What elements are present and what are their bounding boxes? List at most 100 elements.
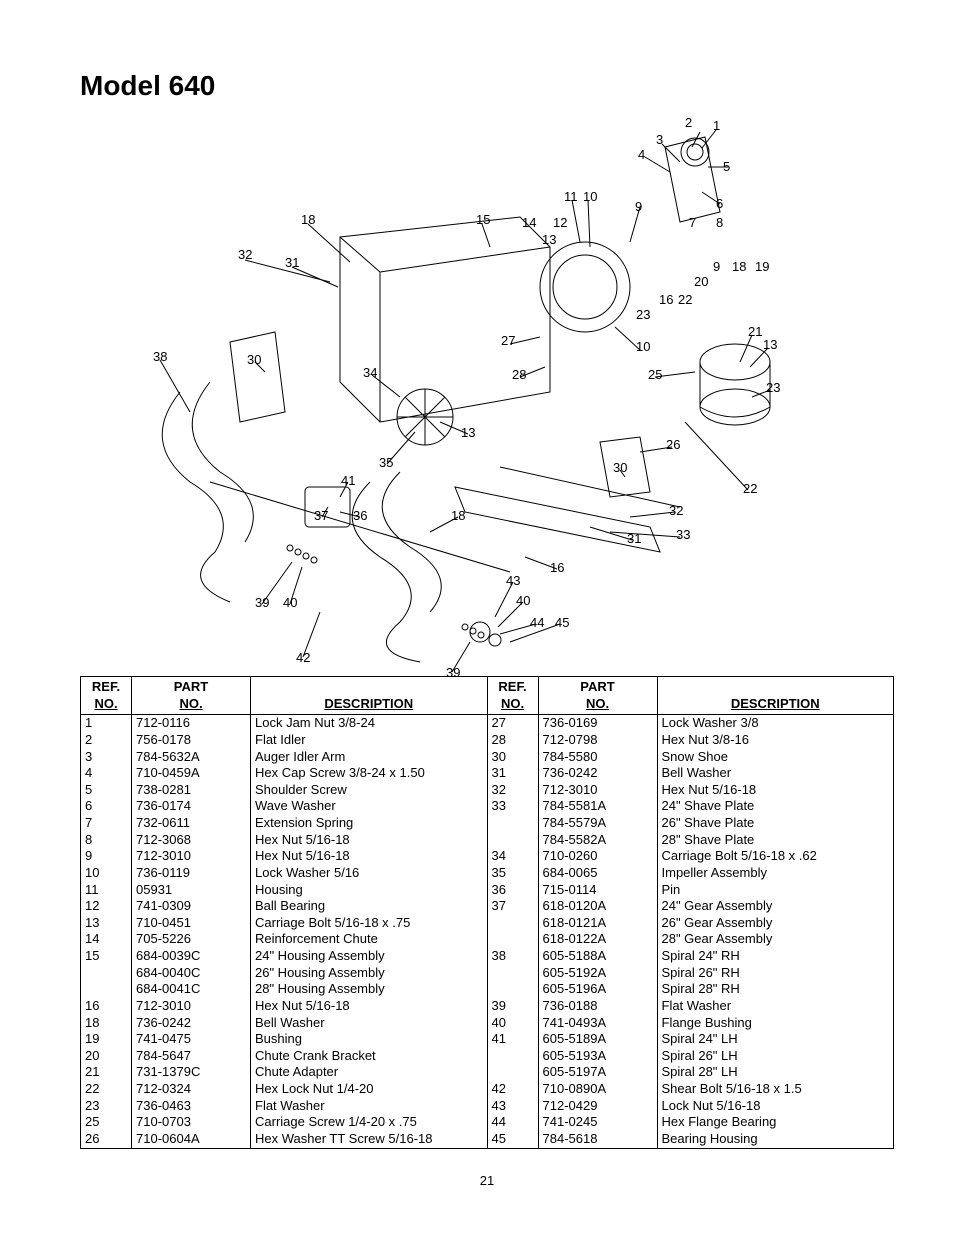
table-row: 2756-0178Flat Idler: [81, 732, 487, 749]
callout-number: 10: [636, 339, 650, 354]
cell-desc: Wave Washer: [251, 798, 487, 815]
table-row: 684-0041C28" Housing Assembly: [81, 981, 487, 998]
table-row: 41605-5189ASpiral 24" LH: [488, 1031, 894, 1048]
cell-ref: [81, 965, 132, 982]
table-row: 28712-0798Hex Nut 3/8-16: [488, 732, 894, 749]
cell-ref: 14: [81, 931, 132, 948]
callout-number: 40: [283, 595, 297, 610]
callout-number: 31: [627, 531, 641, 546]
cell-ref: [488, 981, 539, 998]
cell-ref: 3: [81, 749, 132, 766]
parts-table-left: REF. NO. PART NO. DESCRIPTION 1712-0116L…: [81, 677, 487, 1148]
table-row: 36715-0114Pin: [488, 882, 894, 899]
cell-part: 710-0459A: [132, 765, 251, 782]
callout-number: 45: [555, 615, 569, 630]
cell-desc: Spiral 26" LH: [657, 1048, 893, 1065]
cell-desc: Snow Shoe: [657, 749, 893, 766]
cell-ref: 16: [81, 998, 132, 1015]
cell-ref: 33: [488, 798, 539, 815]
cell-part: 684-0065: [538, 865, 657, 882]
cell-desc: Hex Washer TT Screw 5/16-18: [251, 1131, 487, 1148]
cell-desc: Chute Crank Bracket: [251, 1048, 487, 1065]
cell-ref: 41: [488, 1031, 539, 1048]
cell-ref: 30: [488, 749, 539, 766]
cell-desc: Extension Spring: [251, 815, 487, 832]
callout-number: 22: [743, 481, 757, 496]
callout-number: 35: [379, 455, 393, 470]
cell-part: 605-5188A: [538, 948, 657, 965]
cell-desc: Reinforcement Chute: [251, 931, 487, 948]
table-row: 40741-0493AFlange Bushing: [488, 1015, 894, 1032]
cell-part: 710-0703: [132, 1114, 251, 1131]
cell-ref: 37: [488, 898, 539, 915]
callout-number: 9: [713, 259, 720, 274]
cell-desc: Flat Idler: [251, 732, 487, 749]
callout-number: 20: [694, 274, 708, 289]
cell-desc: Hex Lock Nut 1/4-20: [251, 1081, 487, 1098]
cell-desc: Hex Flange Bearing: [657, 1114, 893, 1131]
callout-number: 6: [716, 196, 723, 211]
cell-part: 712-0324: [132, 1081, 251, 1098]
cell-desc: Housing: [251, 882, 487, 899]
callout-number: 32: [238, 247, 252, 262]
cell-part: 784-5580: [538, 749, 657, 766]
cell-desc: Spiral 28" RH: [657, 981, 893, 998]
cell-ref: 23: [81, 1098, 132, 1115]
cell-ref: 15: [81, 948, 132, 965]
cell-ref: 1: [81, 715, 132, 732]
cell-desc: Hex Nut 3/8-16: [657, 732, 893, 749]
cell-part: 712-3010: [538, 782, 657, 799]
cell-ref: [488, 931, 539, 948]
table-row: 30784-5580Snow Shoe: [488, 749, 894, 766]
table-row: 43712-0429Lock Nut 5/16-18: [488, 1098, 894, 1115]
cell-part: 710-0260: [538, 848, 657, 865]
table-row: 7732-0611Extension Spring: [81, 815, 487, 832]
callout-number: 33: [676, 527, 690, 542]
callout-number: 30: [247, 352, 261, 367]
table-row: 26710-0604AHex Washer TT Screw 5/16-18: [81, 1131, 487, 1148]
callout-number: 13: [763, 337, 777, 352]
table-row: 605-5193ASpiral 26" LH: [488, 1048, 894, 1065]
table-row: 22712-0324Hex Lock Nut 1/4-20: [81, 1081, 487, 1098]
callout-number: 41: [341, 473, 355, 488]
cell-ref: 31: [488, 765, 539, 782]
cell-desc: Bell Washer: [657, 765, 893, 782]
cell-desc: 26" Housing Assembly: [251, 965, 487, 982]
cell-part: 736-0242: [538, 765, 657, 782]
cell-part: 784-5618: [538, 1131, 657, 1148]
cell-ref: 38: [488, 948, 539, 965]
callout-number: 7: [689, 215, 696, 230]
table-row: 20784-5647Chute Crank Bracket: [81, 1048, 487, 1065]
cell-ref: 6: [81, 798, 132, 815]
cell-ref: 21: [81, 1064, 132, 1081]
cell-ref: 9: [81, 848, 132, 865]
page-title: Model 640: [80, 70, 894, 102]
callout-number: 37: [314, 508, 328, 523]
callout-number: 16: [550, 560, 564, 575]
cell-ref: [488, 1064, 539, 1081]
callout-number: 9: [635, 199, 642, 214]
callout-number: 10: [583, 189, 597, 204]
cell-ref: 39: [488, 998, 539, 1015]
cell-part: 712-3068: [132, 832, 251, 849]
col-desc-header: DESCRIPTION: [251, 677, 487, 715]
cell-desc: Spiral 24" RH: [657, 948, 893, 965]
table-row: 44741-0245Hex Flange Bearing: [488, 1114, 894, 1131]
cell-ref: 4: [81, 765, 132, 782]
cell-part: 732-0611: [132, 815, 251, 832]
table-row: 3784-5632AAuger Idler Arm: [81, 749, 487, 766]
cell-ref: 13: [81, 915, 132, 932]
callout-number: 15: [476, 212, 490, 227]
cell-part: 618-0122A: [538, 931, 657, 948]
cell-desc: Hex Nut 5/16-18: [657, 782, 893, 799]
cell-part: 05931: [132, 882, 251, 899]
table-row: 32712-3010Hex Nut 5/16-18: [488, 782, 894, 799]
table-row: 27736-0169Lock Washer 3/8: [488, 715, 894, 732]
cell-part: 605-5196A: [538, 981, 657, 998]
cell-part: 736-0242: [132, 1015, 251, 1032]
cell-desc: 26" Gear Assembly: [657, 915, 893, 932]
cell-desc: 28" Housing Assembly: [251, 981, 487, 998]
cell-desc: Carriage Screw 1/4-20 x .75: [251, 1114, 487, 1131]
callout-number: 5: [723, 159, 730, 174]
cell-ref: 22: [81, 1081, 132, 1098]
